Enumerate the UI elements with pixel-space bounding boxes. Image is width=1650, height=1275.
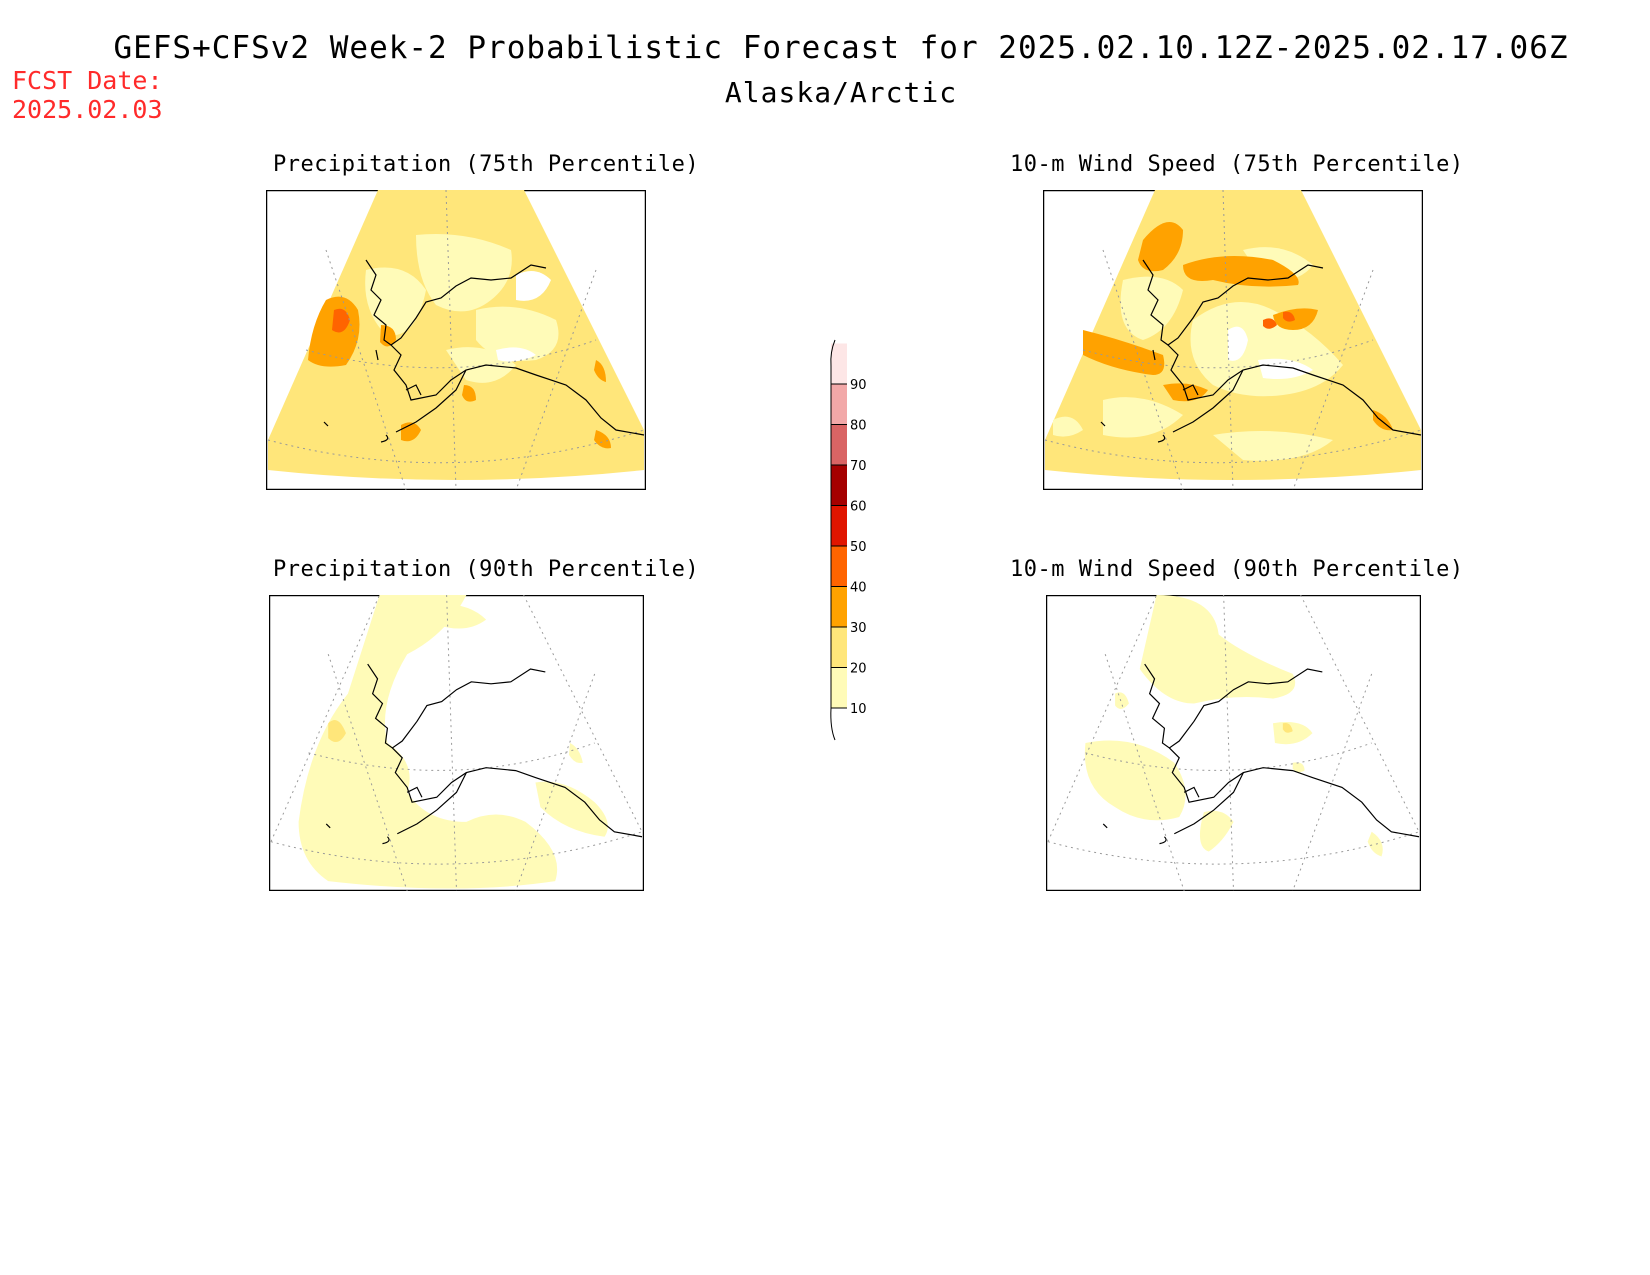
colorbar-bottom-cap [830,707,836,741]
wind90-title: 10-m Wind Speed (90th Percentile) [1010,557,1464,582]
colorbar-swatch-70 [831,424,847,465]
colorbar-label-30: 30 [850,621,867,636]
forecast-date: FCST Date: 2025.02.03 [12,66,163,124]
forecast-shading [298,595,608,889]
precip75-map [266,190,646,490]
graticule [1044,190,1422,490]
colorbar: 10 20 30 40 50 60 70 80 90 [830,339,867,741]
graticule [1047,595,1420,891]
forecast-shading [1045,190,1421,480]
colorbar-label-20: 20 [850,662,867,677]
forecast-date-label: FCST Date: [12,66,163,95]
colorbar-label-10: 10 [850,702,867,717]
colorbar-swatch-90 [831,343,847,384]
colorbar-swatch-40 [831,546,847,587]
precip90-map [269,595,644,891]
colorbar-label-60: 60 [850,500,867,515]
coastline [1102,663,1420,845]
graticule [270,595,643,891]
colorbar-label-80: 80 [850,419,867,434]
colorbar-label-70: 70 [850,459,867,474]
colorbar-label-50: 50 [850,540,867,555]
colorbar-label-90: 90 [850,378,867,393]
precip90-title: Precipitation (90th Percentile) [273,557,700,582]
coastline [1100,259,1422,443]
wind75-title: 10-m Wind Speed (75th Percentile) [1010,152,1464,177]
precip75-title: Precipitation (75th Percentile) [273,152,700,177]
graticule [267,190,645,490]
wind90-map [1046,595,1421,891]
forecast-shading [1084,595,1383,857]
region-title: Alaska/Arctic [724,76,958,109]
main-title: GEFS+CFSv2 Week-2 Probabilistic Forecast… [113,30,1569,66]
forecast-shading [268,190,644,480]
wind75-map [1043,190,1423,490]
colorbar-swatch-30 [831,586,847,627]
colorbar-swatch-60 [831,465,847,506]
coastline [325,663,643,845]
coastline [323,259,645,443]
colorbar-swatch-20 [831,627,847,668]
colorbar-swatch-10 [831,667,847,708]
colorbar-swatch-80 [831,384,847,425]
forecast-date-value: 2025.02.03 [12,95,163,124]
colorbar-top-cap [830,339,836,367]
colorbar-label-40: 40 [850,581,867,596]
colorbar-swatch-50 [831,505,847,546]
